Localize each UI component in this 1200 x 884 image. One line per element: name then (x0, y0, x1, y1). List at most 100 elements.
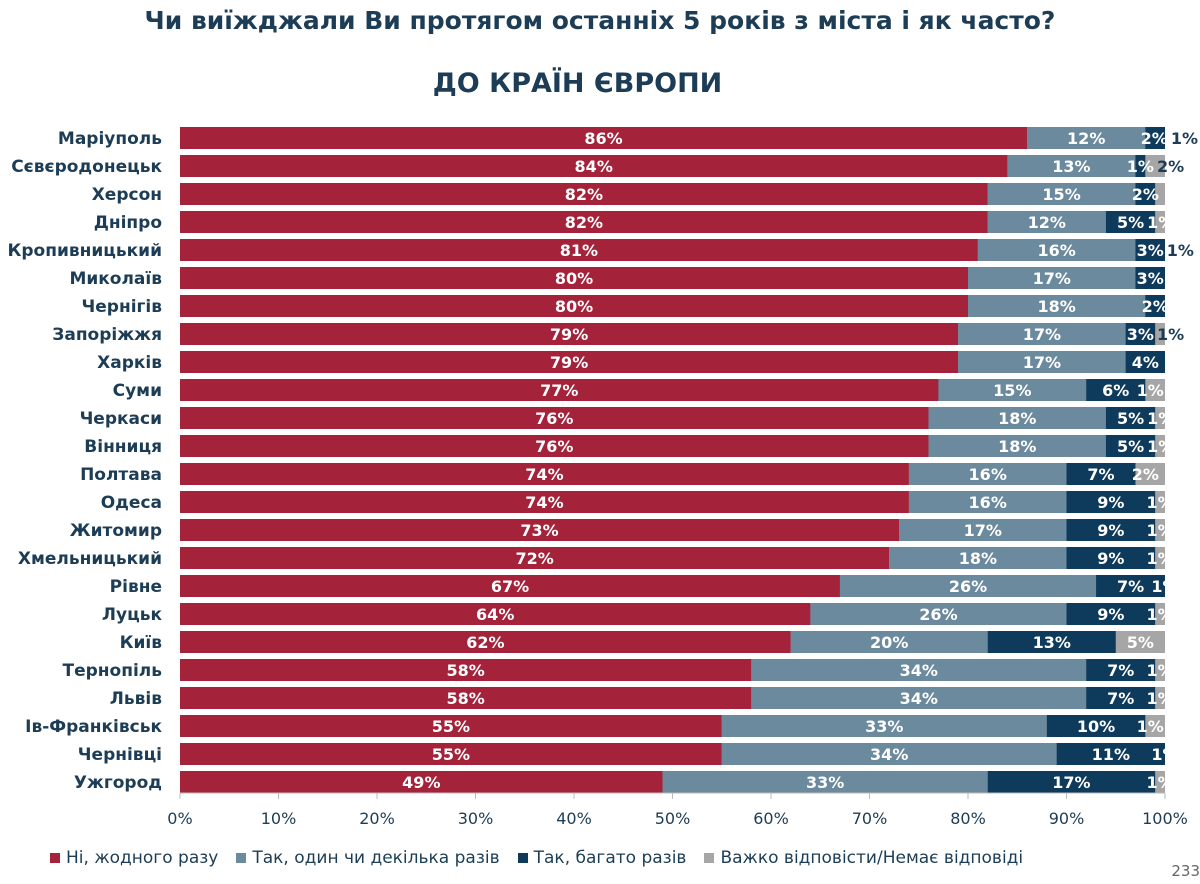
data-label: 74% (525, 493, 563, 512)
bar-segment (889, 547, 1067, 569)
data-label: 74% (525, 465, 563, 484)
data-label: 1% (1151, 577, 1178, 596)
bar-segment (1145, 127, 1165, 149)
data-label: 15% (993, 381, 1031, 400)
data-label: 80% (555, 297, 593, 316)
x-tick-label: 80% (950, 809, 986, 828)
data-label: 1% (1137, 381, 1164, 400)
page-number: 233 (1171, 862, 1200, 880)
data-label: 1% (1147, 213, 1174, 232)
legend-swatch (704, 853, 715, 863)
data-label: 55% (432, 717, 470, 736)
data-label: 1% (1146, 689, 1173, 708)
bar-segment (721, 743, 1057, 765)
x-tick-label: 100% (1142, 809, 1188, 828)
bar-segment (180, 603, 811, 625)
bar-segment (180, 771, 663, 793)
legend-swatch (50, 853, 60, 863)
data-label: 2% (1142, 297, 1169, 316)
category-label: Суми (113, 381, 162, 401)
bar-segment (1145, 295, 1165, 317)
bar-segment (180, 155, 1008, 177)
data-label: 82% (565, 213, 603, 232)
bar-segment (839, 575, 1097, 597)
data-label: 7% (1087, 465, 1114, 484)
bar-segment (180, 491, 909, 513)
bar-segment (987, 211, 1106, 233)
data-label: 9% (1097, 605, 1124, 624)
legend-item: Важко відповісти/Немає відповіді (704, 848, 1023, 868)
bar-segment (180, 519, 900, 541)
bar-segment (180, 547, 890, 569)
category-label: Одеса (101, 493, 162, 513)
x-tick-label: 0% (167, 809, 192, 828)
data-label: 76% (535, 437, 573, 456)
data-label: 86% (584, 129, 622, 148)
data-label: 1% (1147, 409, 1174, 428)
data-label: 18% (1038, 297, 1076, 316)
legend-label: Важко відповісти/Немає відповіді (720, 848, 1024, 868)
bar-segment (1027, 127, 1146, 149)
data-label: 79% (550, 325, 588, 344)
data-label: 10% (1077, 717, 1115, 736)
data-label: 58% (447, 689, 485, 708)
category-label: Запоріжжя (52, 325, 162, 345)
bar-segment (899, 519, 1067, 541)
data-label: 1% (1171, 129, 1198, 148)
bar-segment (180, 631, 791, 653)
category-label: Тернопіль (63, 661, 163, 681)
bar-segment (1086, 687, 1156, 709)
data-label: 13% (1052, 157, 1090, 176)
bar-segment (180, 267, 968, 289)
bar-segment (180, 183, 988, 205)
data-label: 79% (550, 353, 588, 372)
legend-item: Ні, жодного разу (50, 848, 218, 868)
data-label: 1% (1146, 773, 1173, 792)
bar-segment (810, 603, 1067, 625)
bar-segment (180, 659, 752, 681)
bar-segment (180, 323, 959, 345)
data-label: 33% (865, 717, 903, 736)
category-label: Житомир (70, 521, 162, 541)
bar-segment (1056, 743, 1165, 765)
x-tick-label: 10% (261, 809, 297, 828)
category-label: Львів (110, 689, 162, 709)
bar-segment (180, 435, 929, 457)
data-label: 12% (1067, 129, 1105, 148)
bar-segment (987, 631, 1116, 653)
data-label: 17% (964, 521, 1002, 540)
bar-segment (928, 435, 1106, 457)
legend-item: Так, один чи декілька разів (236, 848, 500, 868)
bar-segment (180, 239, 978, 261)
bar-segment (1066, 463, 1136, 485)
category-label: Ужгород (74, 773, 162, 793)
data-label: 1% (1146, 549, 1173, 568)
data-label: 11% (1092, 745, 1130, 764)
bar-segment (968, 267, 1136, 289)
data-label: 18% (998, 409, 1036, 428)
data-label: 33% (806, 773, 844, 792)
data-label: 1% (1151, 745, 1178, 764)
legend: Ні, жодного разу Так, один чи декілька ра… (50, 848, 1023, 868)
data-label: 26% (919, 605, 957, 624)
bar-segment (987, 771, 1156, 793)
data-label: 72% (515, 549, 553, 568)
category-label: Чернігів (82, 297, 163, 317)
data-label: 17% (1023, 325, 1061, 344)
data-label: 6% (1102, 381, 1129, 400)
data-label: 1% (1127, 157, 1154, 176)
data-label: 17% (1033, 269, 1071, 288)
bar-segment (1125, 323, 1156, 345)
data-label: 82% (565, 185, 603, 204)
data-label: 17% (1052, 773, 1090, 792)
bar-segment (180, 127, 1028, 149)
data-label: 3% (1127, 325, 1154, 344)
bar-segment (1086, 379, 1146, 401)
data-label: 18% (959, 549, 997, 568)
bar-segment (958, 323, 1126, 345)
bar-segment (180, 575, 840, 597)
data-label: 1% (1167, 241, 1194, 260)
category-label: Кропивницький (7, 241, 162, 261)
bar-segment (1135, 267, 1165, 289)
